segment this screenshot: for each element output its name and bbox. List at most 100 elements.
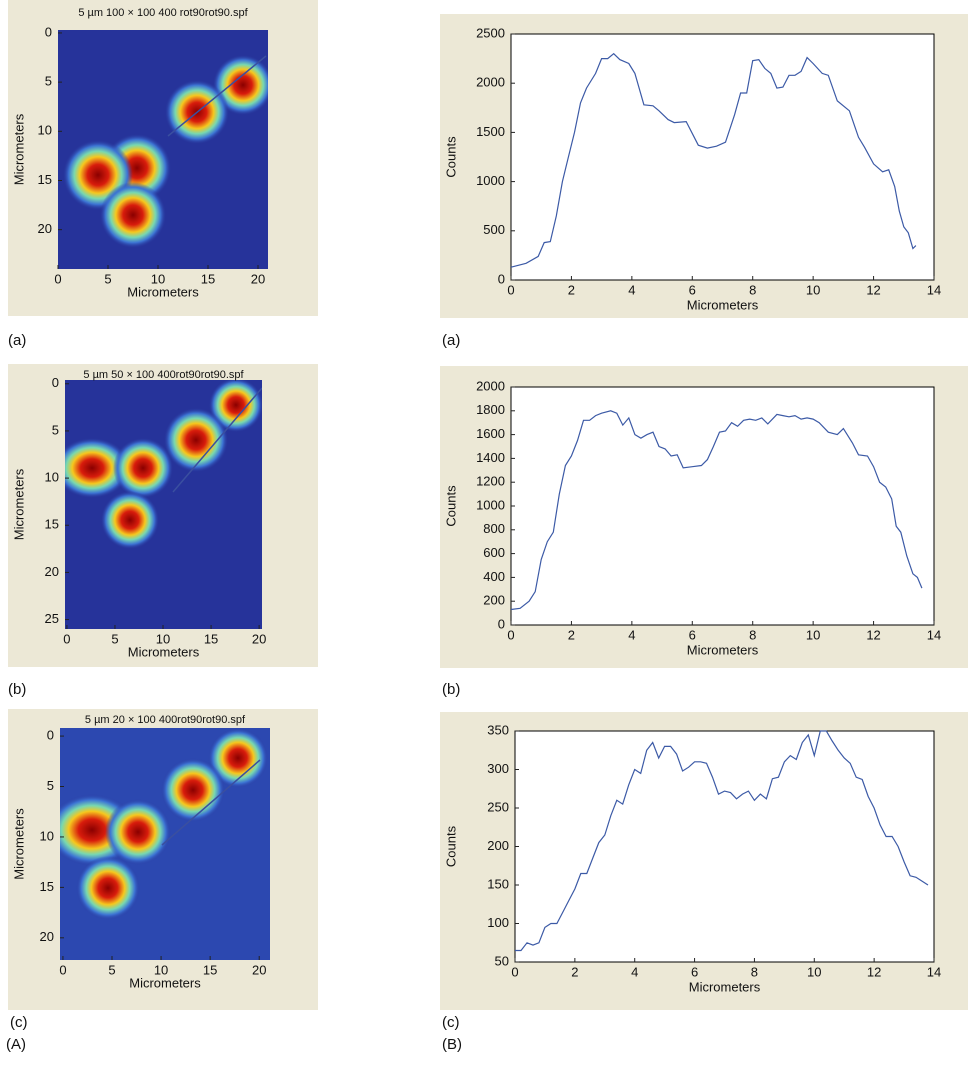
x-tick-label: 0: [59, 962, 66, 977]
y-tick-label: 15: [40, 879, 54, 894]
y-tick-label: 600: [483, 545, 505, 560]
y-tick-label: 10: [45, 470, 59, 485]
y-tick-label: 250: [487, 799, 509, 814]
x-axis-label: Micrometers: [127, 284, 199, 299]
plot-area: [510, 33, 935, 281]
x-tick-label: 0: [54, 271, 61, 286]
y-tick-label: 1400: [476, 450, 505, 465]
y-axis-label: Counts: [443, 136, 458, 178]
x-tick-label: 2: [571, 964, 578, 979]
y-tick-label: 5: [52, 422, 59, 437]
plot-area: [510, 386, 935, 626]
x-tick-label: 6: [689, 627, 696, 642]
x-tick-label: 15: [203, 962, 217, 977]
y-axis-label: Counts: [443, 825, 458, 867]
y-tick-label: 20: [40, 929, 54, 944]
column-label: (A): [6, 1036, 26, 1053]
x-tick-label: 12: [866, 627, 880, 642]
y-tick-label: 1800: [476, 402, 505, 417]
y-tick-label: 500: [483, 222, 505, 237]
x-tick-label: 12: [866, 282, 880, 297]
x-tick-label: 4: [631, 964, 638, 979]
column-label: (B): [442, 1036, 462, 1053]
x-tick-label: 6: [691, 964, 698, 979]
x-tick-label: 14: [927, 964, 941, 979]
x-tick-label: 15: [204, 631, 218, 646]
y-axis-label: Counts: [443, 485, 458, 527]
x-tick-label: 10: [806, 282, 820, 297]
y-tick-label: 200: [487, 838, 509, 853]
y-tick-label: 1500: [476, 124, 505, 139]
x-tick-label: 0: [507, 627, 514, 642]
x-tick-label: 14: [927, 282, 941, 297]
x-axis-label: Micrometers: [128, 644, 200, 659]
y-tick-label: 0: [498, 271, 505, 286]
y-tick-label: 2500: [476, 25, 505, 40]
x-tick-label: 2: [568, 627, 575, 642]
y-tick-label: 1600: [476, 426, 505, 441]
x-axis-label: Micrometers: [689, 979, 761, 994]
x-tick-label: 5: [104, 271, 111, 286]
y-tick-label: 150: [487, 876, 509, 891]
profile-line: [510, 410, 923, 611]
profile-line: [515, 730, 929, 952]
x-tick-label: 0: [511, 964, 518, 979]
y-tick-label: 200: [483, 593, 505, 608]
y-tick-label: 15: [45, 517, 59, 532]
y-tick-label: 1200: [476, 474, 505, 489]
y-tick-label: 2000: [476, 75, 505, 90]
y-tick-label: 50: [495, 953, 509, 968]
y-tick-label: 20: [38, 221, 52, 236]
x-tick-label: 5: [111, 631, 118, 646]
panel-label: (a): [8, 332, 26, 349]
y-tick-label: 0: [52, 375, 59, 390]
x-axis-label: Micrometers: [687, 642, 759, 657]
y-tick-label: 0: [45, 24, 52, 39]
intensity-image: [58, 30, 268, 269]
x-tick-label: 4: [628, 627, 635, 642]
x-tick-label: 6: [689, 282, 696, 297]
plot-area: [514, 730, 935, 963]
y-tick-label: 1000: [476, 173, 505, 188]
profile-line: [510, 52, 917, 268]
image-title: 5 µm 20 × 100 400rot90rot90.spf: [85, 714, 246, 726]
y-axis-label: Micrometers: [11, 113, 26, 185]
y-tick-label: 800: [483, 521, 505, 536]
y-tick-label: 5: [45, 74, 52, 89]
y-tick-label: 5: [47, 778, 54, 793]
x-tick-label: 10: [807, 964, 821, 979]
x-tick-label: 10: [154, 962, 168, 977]
panel-label: (b): [442, 681, 460, 698]
intensity-image: [65, 380, 262, 629]
y-tick-label: 1000: [476, 497, 505, 512]
x-tick-label: 10: [806, 627, 820, 642]
x-tick-label: 5: [108, 962, 115, 977]
image-title: 5 µm 50 × 100 400rot90rot90.spf: [83, 369, 244, 381]
y-tick-label: 350: [487, 722, 509, 737]
x-axis-label: Micrometers: [687, 297, 759, 312]
y-tick-label: 100: [487, 915, 509, 930]
x-tick-label: 20: [252, 631, 266, 646]
y-tick-label: 10: [40, 828, 54, 843]
y-tick-label: 10: [38, 123, 52, 138]
x-tick-label: 12: [867, 964, 881, 979]
y-tick-label: 2000: [476, 378, 505, 393]
x-tick-label: 4: [628, 282, 635, 297]
x-tick-label: 20: [252, 962, 266, 977]
x-tick-label: 10: [156, 631, 170, 646]
x-tick-label: 8: [751, 964, 758, 979]
x-tick-label: 0: [507, 282, 514, 297]
x-tick-label: 10: [151, 271, 165, 286]
x-axis-label: Micrometers: [129, 975, 201, 990]
y-tick-label: 0: [47, 728, 54, 743]
panel-label: (c): [442, 1014, 460, 1031]
x-tick-label: 20: [251, 271, 265, 286]
y-tick-label: 400: [483, 569, 505, 584]
image-title: 5 µm 100 × 100 400 rot90rot90.spf: [78, 7, 248, 19]
x-tick-label: 8: [749, 282, 756, 297]
y-tick-label: 25: [45, 611, 59, 626]
y-tick-label: 15: [38, 172, 52, 187]
y-tick-label: 0: [498, 616, 505, 631]
intensity-image: [60, 728, 270, 960]
